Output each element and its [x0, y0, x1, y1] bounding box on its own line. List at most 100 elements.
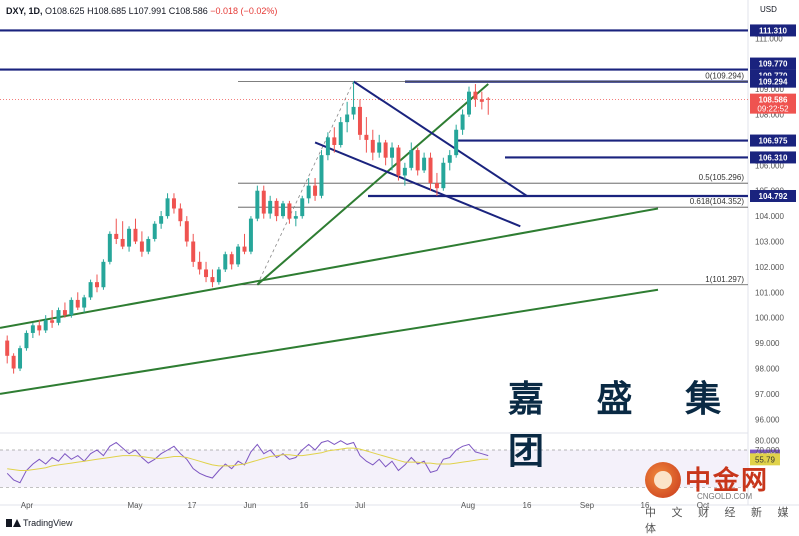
candle[interactable] — [351, 81, 356, 120]
candle[interactable] — [127, 226, 132, 252]
candle[interactable] — [281, 200, 285, 219]
candle[interactable] — [377, 134, 382, 158]
candle[interactable] — [95, 274, 99, 293]
candle[interactable] — [114, 218, 119, 245]
candle[interactable] — [43, 315, 48, 333]
candle-body — [281, 203, 285, 217]
candle[interactable] — [479, 91, 484, 110]
candle[interactable] — [293, 211, 298, 227]
rsi-value-text: 55.79 — [755, 455, 776, 464]
tradingview-logo-icon — [6, 519, 21, 527]
candle[interactable] — [210, 269, 215, 288]
candle[interactable] — [204, 261, 209, 283]
candle[interactable] — [338, 117, 343, 148]
trendline-channel-lower[interactable] — [314, 141, 521, 228]
candle[interactable] — [30, 322, 35, 339]
candle-body — [473, 91, 478, 100]
candle[interactable] — [69, 297, 74, 318]
candle[interactable] — [75, 292, 80, 311]
candle[interactable] — [236, 244, 241, 267]
candle-body — [37, 325, 42, 331]
candle[interactable] — [191, 233, 196, 267]
candle[interactable] — [383, 139, 388, 166]
candle[interactable] — [229, 251, 234, 270]
candle[interactable] — [184, 216, 189, 247]
fib-level-label: 1(101.297) — [705, 275, 744, 284]
candle[interactable] — [139, 231, 144, 257]
candle[interactable] — [460, 109, 465, 135]
candle[interactable] — [409, 142, 414, 171]
candle-body — [255, 190, 260, 219]
candle[interactable] — [396, 144, 401, 181]
last-price-badge — [750, 93, 796, 114]
candle[interactable] — [313, 178, 318, 201]
candle[interactable] — [152, 221, 157, 242]
trendline-channel-upper[interactable] — [353, 80, 528, 197]
candle[interactable] — [447, 150, 452, 171]
candle-body — [364, 134, 369, 140]
candle-body — [184, 221, 189, 242]
candle[interactable] — [5, 335, 10, 364]
candle[interactable] — [306, 178, 311, 204]
candle[interactable] — [422, 152, 427, 173]
trendline-up-support[interactable] — [0, 288, 659, 395]
candle-body — [409, 150, 414, 168]
candle[interactable] — [415, 147, 420, 176]
candle-body — [293, 216, 298, 219]
trendline-up-support[interactable] — [0, 207, 659, 329]
candle[interactable] — [223, 251, 228, 272]
source-logo-icon — [645, 462, 681, 498]
candle[interactable] — [101, 259, 106, 290]
candle[interactable] — [345, 101, 350, 133]
candle[interactable] — [454, 124, 459, 158]
candle[interactable] — [242, 233, 247, 255]
candle[interactable] — [268, 195, 273, 219]
candle[interactable] — [88, 279, 93, 300]
candle[interactable] — [178, 203, 183, 227]
candle[interactable] — [216, 266, 221, 285]
candle[interactable] — [62, 302, 67, 318]
candle[interactable] — [364, 117, 369, 153]
candle[interactable] — [332, 127, 337, 153]
candle[interactable] — [441, 157, 446, 191]
trendline-up-trend[interactable] — [256, 83, 489, 286]
candle[interactable] — [390, 142, 395, 171]
candle[interactable] — [486, 97, 491, 115]
candle[interactable] — [50, 310, 55, 328]
candle[interactable] — [473, 84, 478, 107]
candle[interactable] — [255, 185, 260, 222]
candle[interactable] — [261, 185, 266, 219]
tradingview-brand[interactable]: TradingView — [6, 518, 73, 528]
candle[interactable] — [171, 193, 176, 214]
candle[interactable] — [133, 218, 138, 245]
candle[interactable] — [467, 86, 471, 118]
candle[interactable] — [18, 345, 23, 372]
candle[interactable] — [319, 150, 324, 199]
candle[interactable] — [11, 353, 16, 374]
candle[interactable] — [56, 307, 61, 326]
candle[interactable] — [24, 330, 29, 351]
candle[interactable] — [300, 195, 305, 219]
candle[interactable] — [37, 320, 42, 336]
candle[interactable] — [248, 216, 253, 255]
candle[interactable] — [159, 211, 164, 229]
candle-body — [114, 233, 119, 239]
candle-body — [274, 200, 279, 217]
candle[interactable] — [428, 152, 433, 191]
candle[interactable] — [370, 129, 375, 161]
candle[interactable] — [165, 193, 170, 219]
candle[interactable] — [82, 294, 87, 313]
candle[interactable] — [287, 200, 292, 224]
price-tick-label: 104.000 — [755, 212, 784, 221]
candle[interactable] — [402, 162, 407, 186]
candle[interactable] — [357, 99, 362, 140]
candle[interactable] — [274, 198, 279, 222]
candle[interactable] — [325, 132, 330, 161]
candle[interactable] — [434, 172, 439, 196]
candle[interactable] — [197, 251, 202, 275]
candle[interactable] — [120, 221, 125, 250]
candle[interactable] — [107, 231, 112, 265]
candle[interactable] — [146, 236, 151, 255]
